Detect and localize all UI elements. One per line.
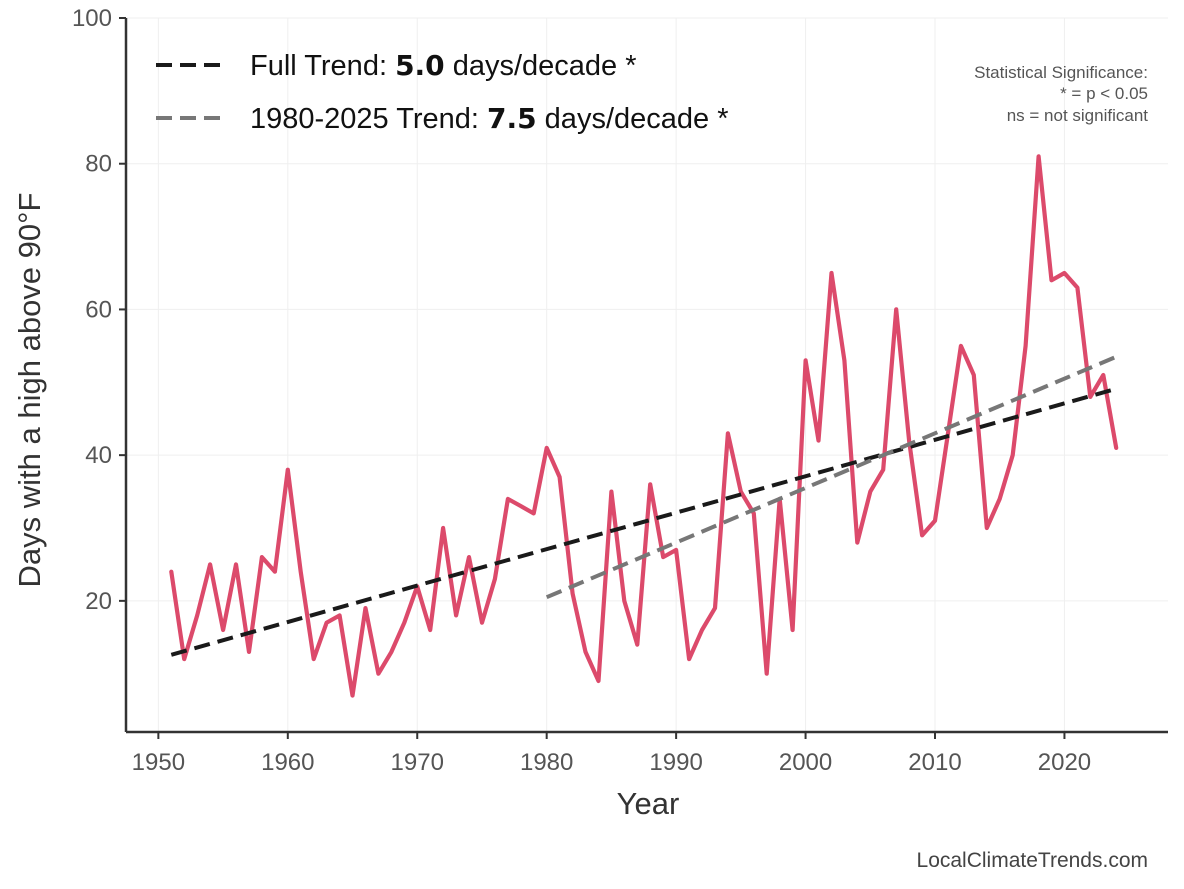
y-tick-label-20: 20	[85, 588, 112, 615]
legend-value-recent-trend: 7.5	[487, 102, 537, 135]
legend-label-full-trend: Full Trend: 5.0 days/decade *	[250, 49, 637, 82]
significance-title: Statistical Significance:	[974, 63, 1148, 82]
credit-label: LocalClimateTrends.com	[917, 849, 1148, 872]
axes	[124, 18, 1168, 734]
legend-suffix-recent-trend: days/decade *	[537, 103, 729, 135]
x-ticks: 1950 1960 1970 1980 1990 2000 2010 2020	[132, 732, 1091, 776]
significance-note: Statistical Significance: * = p < 0.05 n…	[974, 63, 1148, 125]
legend-label-recent-trend: 1980-2025 Trend: 7.5 days/decade *	[250, 102, 728, 135]
legend-prefix-full-trend: Full Trend:	[250, 50, 395, 82]
legend-prefix-recent-trend: 1980-2025 Trend:	[250, 103, 487, 135]
y-tick-label-60: 60	[85, 296, 112, 323]
x-tick-label-1970: 1970	[391, 749, 444, 776]
legend: Full Trend: 5.0 days/decade * 1980-2025 …	[156, 49, 728, 135]
series-layer	[169, 154, 1119, 698]
y-ticks: 20 40 60 80 100	[72, 5, 126, 615]
series-line-full-trend	[170, 386, 1117, 657]
y-axis-title: Days with a high above 90°F	[12, 193, 47, 588]
y-tick-label-100: 100	[72, 5, 112, 32]
x-tick-label-1990: 1990	[649, 749, 702, 776]
series-line-1980-2025-trend	[545, 354, 1117, 600]
y-tick-label-80: 80	[85, 151, 112, 178]
x-tick-label-1960: 1960	[261, 749, 314, 776]
x-tick-label-2010: 2010	[908, 749, 961, 776]
y-tick-label-40: 40	[85, 442, 112, 469]
legend-suffix-full-trend: days/decade *	[445, 50, 637, 82]
x-tick-label-2020: 2020	[1038, 749, 1091, 776]
series-line-days-above-90-f	[169, 154, 1119, 698]
grid-lines	[126, 17, 1168, 732]
x-axis-title: Year	[617, 786, 680, 821]
significance-ns: ns = not significant	[1007, 106, 1149, 125]
legend-value-full-trend: 5.0	[395, 49, 445, 82]
x-tick-label-2000: 2000	[779, 749, 832, 776]
significance-star: * = p < 0.05	[1060, 84, 1148, 103]
x-tick-label-1980: 1980	[520, 749, 573, 776]
x-tick-label-1950: 1950	[132, 749, 185, 776]
